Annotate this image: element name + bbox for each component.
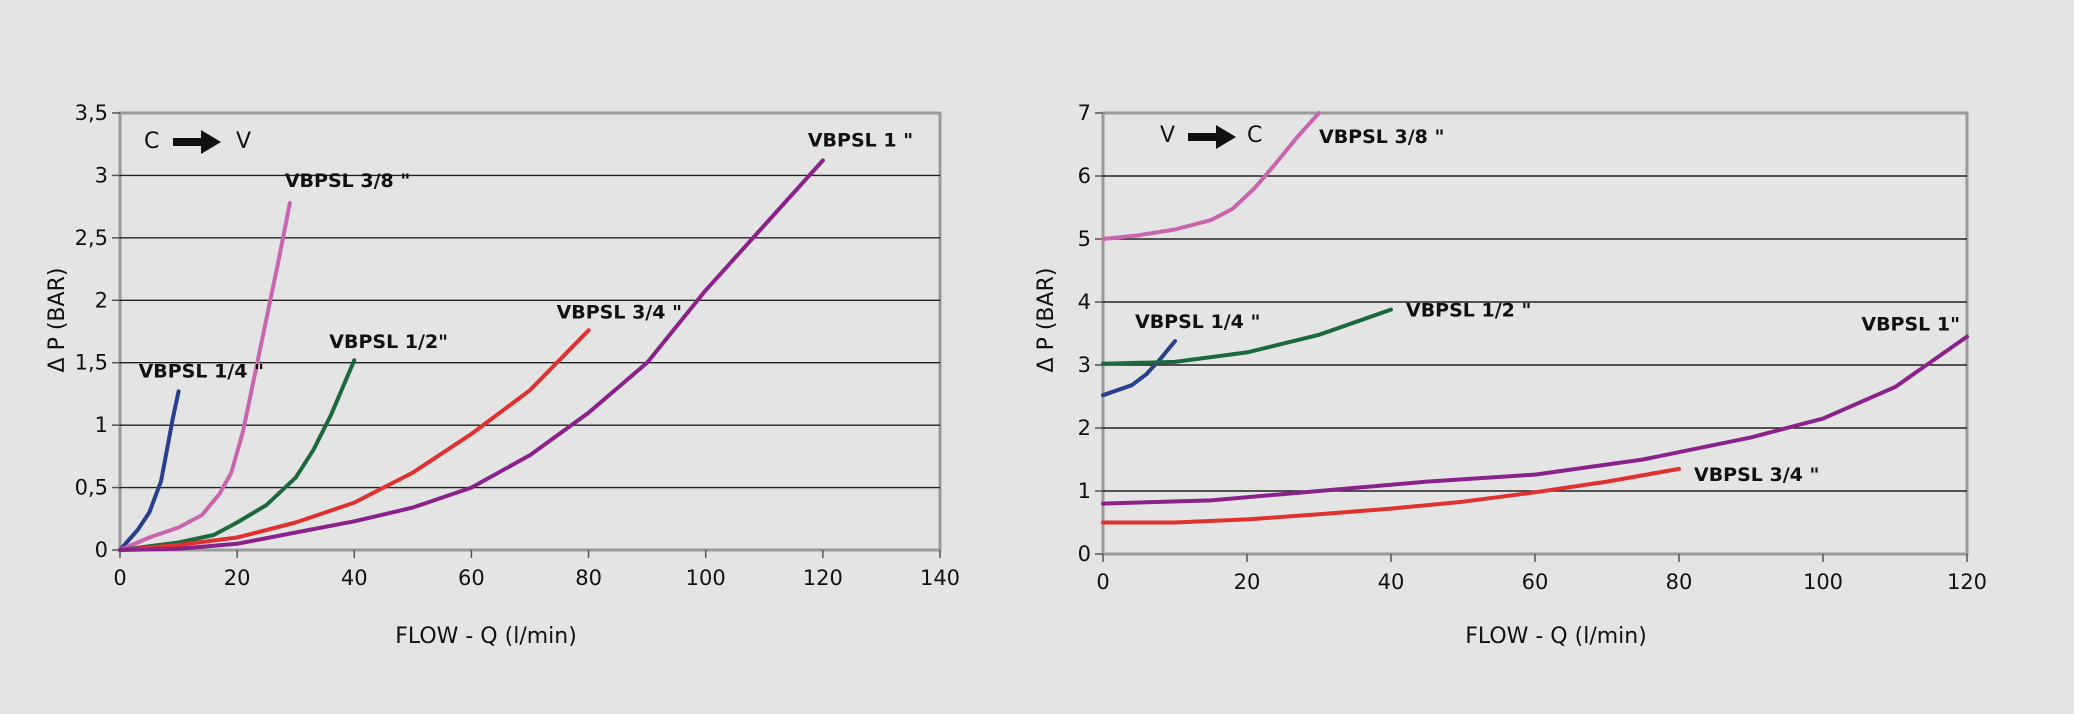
chart-right-x-ticks: 0 20 40 60 80 100 120 [1096, 554, 1987, 594]
chart-right-x-tick-label: 100 [1803, 570, 1843, 594]
chart-right-x-axis-title: FLOW - Q (l/min) [1465, 624, 1647, 649]
chart-left-y-tick-label: 0,5 [75, 476, 108, 500]
chart-left-x-tick-label: 60 [458, 566, 485, 590]
chart-right-y-tick-label: 6 [1078, 164, 1091, 188]
chart-right-series-label-vbpsl-1: VBPSL 1" [1861, 314, 1960, 336]
chart-right-series-label-vbpsl-3-4: VBPSL 3/4 " [1694, 464, 1819, 486]
chart-left-x-tick-label: 80 [575, 566, 602, 590]
chart-left-series [118, 158, 825, 552]
chart-right-y-tick-label: 3 [1078, 353, 1091, 377]
chart-left-x-tick-label: 140 [920, 566, 960, 590]
chart-left-x-tick-label: 20 [224, 566, 251, 590]
chart-left-y-tick-label: 3,5 [75, 101, 108, 125]
chart-right-y-tick-label: 4 [1078, 290, 1091, 314]
chart-left-series-line-vbpsl-1-2 [118, 358, 357, 552]
chart-left-series-label-vbpsl-1-4: VBPSL 1/4 " [139, 360, 264, 382]
chart-right-x-tick-label: 40 [1378, 570, 1405, 594]
chart-right-x-tick-label: 60 [1522, 570, 1549, 594]
chart-right-series-labels: VBPSL 3/8 " VBPSL 1/4 " VBPSL 1/2 " VBPSL 1… [1135, 126, 1960, 486]
chart-right-y-tick-label: 7 [1078, 101, 1091, 125]
chart-right-series-label-vbpsl-1-2: VBPSL 1/2 " [1406, 300, 1531, 322]
chart-left-y-tick-label: 2,5 [75, 226, 108, 250]
chart-right-series-label-vbpsl-1-4: VBPSL 1/4 " [1135, 311, 1260, 333]
chart-right-plot-area [1101, 111, 1969, 556]
chart-left-y-tick-label: 1 [95, 413, 108, 437]
chart-right-y-tick-label: 1 [1078, 479, 1091, 503]
chart-left-y-tick-label: 0 [95, 538, 108, 562]
chart-left-y-tick-label: 3 [95, 163, 108, 187]
chart-left-x-tick-label: 100 [686, 566, 726, 590]
chart-left-series-line-vbpsl-3-8 [118, 200, 292, 552]
chart-left-series-label-vbpsl-1: VBPSL 1 " [808, 129, 913, 151]
chart-left-series-label-vbpsl-3-8: VBPSL 3/8 " [285, 170, 410, 192]
chart-left-y-tick-label: 2 [95, 288, 108, 312]
chart-right-series-line-vbpsl-3-4 [1101, 466, 1681, 525]
chart-right-direction-indicator: V C [1160, 123, 1262, 149]
chart-right-series-line-vbpsl-3-8 [1101, 111, 1321, 241]
chart-left-x-ticks: 0 20 40 60 80 100 120 140 [113, 550, 960, 590]
chart-left-y-ticks: 0 0,5 1 1,5 2 2,5 3 3,5 [75, 101, 120, 562]
chart-left-x-tick-label: 120 [803, 566, 843, 590]
chart-left-series-line-vbpsl-3-4 [118, 328, 591, 552]
chart-right-y-tick-label: 0 [1078, 542, 1091, 566]
chart-left-direction-from: C [144, 129, 159, 154]
chart-right-direction-to: C [1247, 123, 1262, 148]
chart-left-plot-area [118, 111, 942, 552]
chart-left-x-axis-title: FLOW - Q (l/min) [395, 624, 577, 649]
chart-right-series-label-vbpsl-3-8: VBPSL 3/8 " [1319, 126, 1444, 148]
chart-left-series-line-vbpsl-1-4 [118, 389, 181, 552]
arrow-right-icon [1188, 125, 1236, 149]
chart-right-series-line-vbpsl-1-2 [1101, 307, 1393, 366]
chart-right-y-axis-title: Δ P (BAR) [1034, 268, 1059, 373]
chart-left-y-axis-title: Δ P (BAR) [45, 268, 70, 373]
chart-left-y-tick-label: 1,5 [75, 351, 108, 375]
chart-left-direction-to: V [236, 129, 251, 154]
chart-right-series [1101, 111, 1969, 525]
chart-right-direction-from: V [1160, 123, 1175, 148]
chart-right-x-tick-label: 20 [1234, 570, 1261, 594]
chart-left-x-tick-label: 40 [341, 566, 368, 590]
chart-left-series-labels: VBPSL 1/4 " VBPSL 3/8 " VBPSL 1/2" VBPSL 3/… [139, 129, 914, 382]
chart-right-x-tick-label: 0 [1096, 570, 1109, 594]
chart-right-y-tick-label: 5 [1078, 227, 1091, 251]
chart-right-y-tick-label: 2 [1078, 416, 1091, 440]
chart-left-series-label-vbpsl-1-2: VBPSL 1/2" [329, 331, 448, 353]
chart-left: 0 0,5 1 1,5 2 2,5 3 3,5 0 20 40 60 80 100 120 140 VBPS… [45, 101, 960, 649]
chart-right-series-line-vbpsl-1-4 [1101, 339, 1177, 398]
chart-left-x-tick-label: 0 [113, 566, 126, 590]
chart-right-y-ticks: 0 1 2 3 4 5 6 7 [1078, 101, 1103, 566]
chart-right-x-tick-label: 80 [1666, 570, 1693, 594]
arrow-right-icon [173, 130, 221, 154]
chart-right-x-tick-label: 120 [1947, 570, 1987, 594]
chart-left-series-label-vbpsl-3-4: VBPSL 3/4 " [557, 301, 682, 323]
chart-right-series-line-vbpsl-1 [1101, 334, 1969, 506]
chart-left-series-line-vbpsl-1 [118, 158, 825, 552]
chart-left-direction-indicator: C V [144, 129, 251, 154]
